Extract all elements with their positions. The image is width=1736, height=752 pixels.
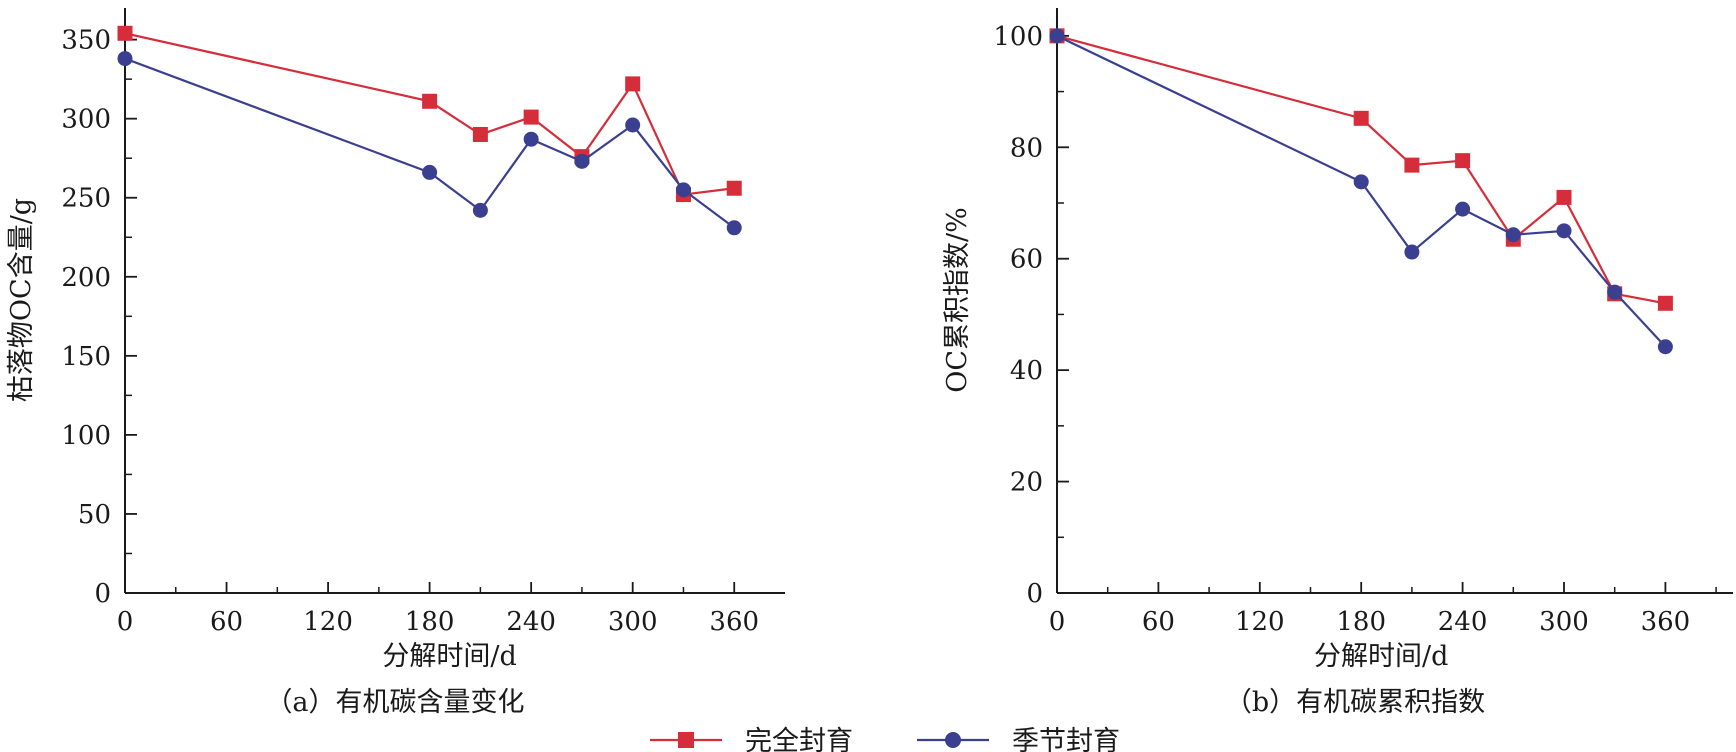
panel-a-y-tick-label: 200 [61,263,111,293]
legend: 完全封育 季节封育 [650,726,1120,752]
panel-b-series-1-line [1056,34,1666,305]
panel-a-y-tick-label: 100 [61,421,111,451]
panel-a-y-axis-title: 枯落物OC含量/g [6,198,37,402]
panel-b-series-2-point [1404,244,1420,260]
panel-b-x-axis-title: 分解时间/d [1314,641,1448,672]
panel-b-series-2-point [1455,201,1471,217]
panel-b-series-1-point [1353,110,1369,126]
panel-a-y-tick-label: 150 [61,342,111,372]
panel-b-caption: （b）有机碳累积指数 [1225,687,1485,718]
panel-a-x-tick-label: 360 [709,607,759,637]
panel-a-series-1-point [726,180,742,196]
panel-b-series-1-point [1657,295,1673,311]
panel-b-x-tick-label: 180 [1336,607,1386,637]
panel-b-series-2-line [1056,34,1667,348]
panel-a-series-2-point [726,220,742,236]
panel-b-series-2-point [1353,174,1369,190]
panel-a-series-1-point [523,109,539,125]
panel-a-y-tick-label: 350 [61,26,111,56]
panel-a-series-1-point [472,126,488,142]
panel-a-x-axis-title: 分解时间/d [382,641,516,672]
panel-a-series-2-point [625,117,641,133]
panel-b-x-tick-label: 0 [1049,607,1066,637]
panel-a-caption: （a）有机碳含量变化 [265,687,524,718]
legend-marker-circle [945,732,961,748]
legend-marker-square [678,732,694,748]
legend-label-series-1: 完全封育 [745,726,853,752]
panel-b-y-tick-label: 60 [1010,245,1043,275]
panel-b-x-tick-label: 60 [1142,607,1175,637]
panel-a-y-tick-label: 300 [61,105,111,135]
panel-b-x-tick-label: 360 [1641,607,1691,637]
panel-a-series-2-point [117,51,133,67]
panel-b-x-tick-label: 240 [1438,607,1488,637]
panel-b-series-1-point [1404,157,1420,173]
panel-b-y-axis-title: OC累积指数/% [942,207,973,393]
panel-a-series-2-point [422,164,438,180]
panel-a-x-tick-label: 240 [506,607,556,637]
panel-a-x-tick-label: 60 [210,607,243,637]
panel-a-x-tick-label: 300 [608,607,658,637]
panel-a-series-2-point [574,153,590,169]
panel-b-series-1-point [1556,189,1572,205]
panel-b-x-tick-label: 300 [1539,607,1589,637]
panel-a-series-1-point [625,76,641,92]
panel-a-series-2-point [523,131,539,147]
panel-b-y-tick-label: 40 [1010,356,1043,386]
panel-a-series-1-point [117,25,133,41]
panel-a-series-2-point [675,182,691,198]
panel-a-series-1-point [422,93,438,109]
panel-b-series-1-point [1455,153,1471,169]
panel-a-y-tick-label: 50 [78,500,111,530]
panel-b-series-2-point [1505,227,1521,243]
panel-b-x-tick-label: 120 [1235,607,1285,637]
panel-a-series-2-point [472,202,488,218]
legend-label-series-2: 季节封育 [1012,726,1120,752]
panel-a-y-tick-label: 250 [61,184,111,214]
panel-b-series-2-point [1607,284,1623,300]
panel-b-y-tick-label: 100 [993,22,1043,52]
panel-b-y-tick-label: 80 [1010,133,1043,163]
panel-b-series-2-point [1049,28,1065,44]
panel-b-y-tick-label: 20 [1010,468,1043,498]
panel-a-y-tick-label: 0 [94,579,111,609]
panel-b-chart: 0 20 40 60 80 100 0 60 120 180 240 300 360 分解时间/d OC累积… [942,8,1733,672]
panel-b-y-tick-label: 0 [1026,579,1043,609]
panel-a-x-tick-label: 0 [117,607,134,637]
panel-b-series-2-point [1657,339,1673,355]
panel-a-series-2-line [124,57,735,229]
panel-a-series-1-line [124,32,735,196]
panel-a-x-tick-label: 120 [303,607,353,637]
panel-b-series-2-point [1556,223,1572,239]
panel-a-chart: 0 50 100 150 200 250 300 350 0 60 120 180 240 300 360 分… [6,8,785,672]
panel-a-x-tick-label: 180 [405,607,455,637]
